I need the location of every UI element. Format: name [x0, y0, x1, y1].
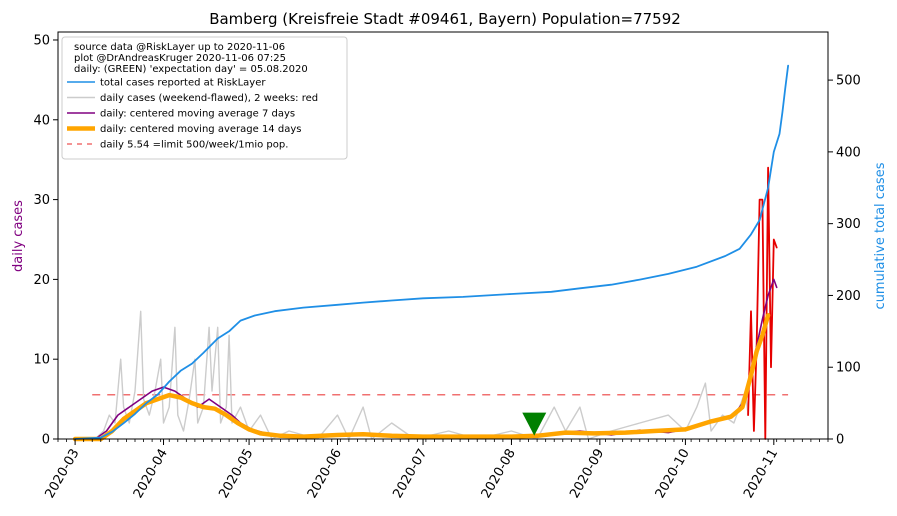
right-axis-tick-label: 500 [836, 74, 861, 89]
legend: source data @RiskLayer up to 2020-11-06p… [61, 36, 348, 160]
series-moving-average-14 [72, 313, 771, 442]
legend-entry-label: daily: centered moving average 7 days [100, 109, 295, 120]
legend-note: source data @RiskLayer up to 2020-11-06 [74, 42, 285, 53]
left-axis-tick-label: 0 [42, 433, 50, 448]
expectation-day-marker [522, 412, 547, 436]
left-axis-tick-label: 50 [33, 33, 50, 48]
left-axis: 0 10 20 30 40 50 [33, 33, 58, 448]
right-axis-tick-label: 0 [836, 433, 844, 448]
legend-entries: total cases reported at RiskLayer daily c… [67, 78, 318, 151]
left-axis-label: daily cases [11, 200, 26, 272]
left-axis-tick-label: 10 [33, 353, 50, 368]
legend-entry-label: daily: centered moving average 14 days [100, 124, 301, 135]
plot-area [72, 64, 789, 442]
legend-entry-label: daily 5.54 =limit 500/week/1mio pop. [100, 140, 288, 151]
legend-entry-label: total cases reported at RiskLayer [100, 78, 266, 89]
legend-note: plot @DrAndreasKruger 2020-11-06 07:25 [74, 53, 286, 64]
right-axis-label: cumulative total cases [873, 162, 888, 309]
right-axis-tick-label: 400 [836, 145, 861, 160]
legend-notes: source data @RiskLayer up to 2020-11-06p… [74, 42, 308, 75]
legend-box [61, 36, 348, 160]
left-axis-tick-label: 20 [33, 273, 50, 288]
right-axis-tick-label: 200 [836, 289, 861, 304]
chart-title: Bamberg (Kreisfreie Stadt #09461, Bayern… [209, 10, 681, 28]
right-axis-tick-label: 300 [836, 217, 861, 232]
series-total-cases [74, 64, 789, 440]
left-axis-tick-label: 30 [33, 193, 50, 208]
right-axis-tick-label: 100 [836, 361, 861, 376]
left-axis-tick-label: 40 [33, 113, 50, 128]
right-axis: 0 100 200 300 400 500 [828, 74, 861, 448]
series-daily-cases-recent [747, 166, 778, 440]
legend-entry-label: daily cases (weekend-flawed), 2 weeks: r… [100, 93, 318, 104]
legend-note: daily: (GREEN) 'expectation day' = 05.08… [74, 64, 308, 75]
